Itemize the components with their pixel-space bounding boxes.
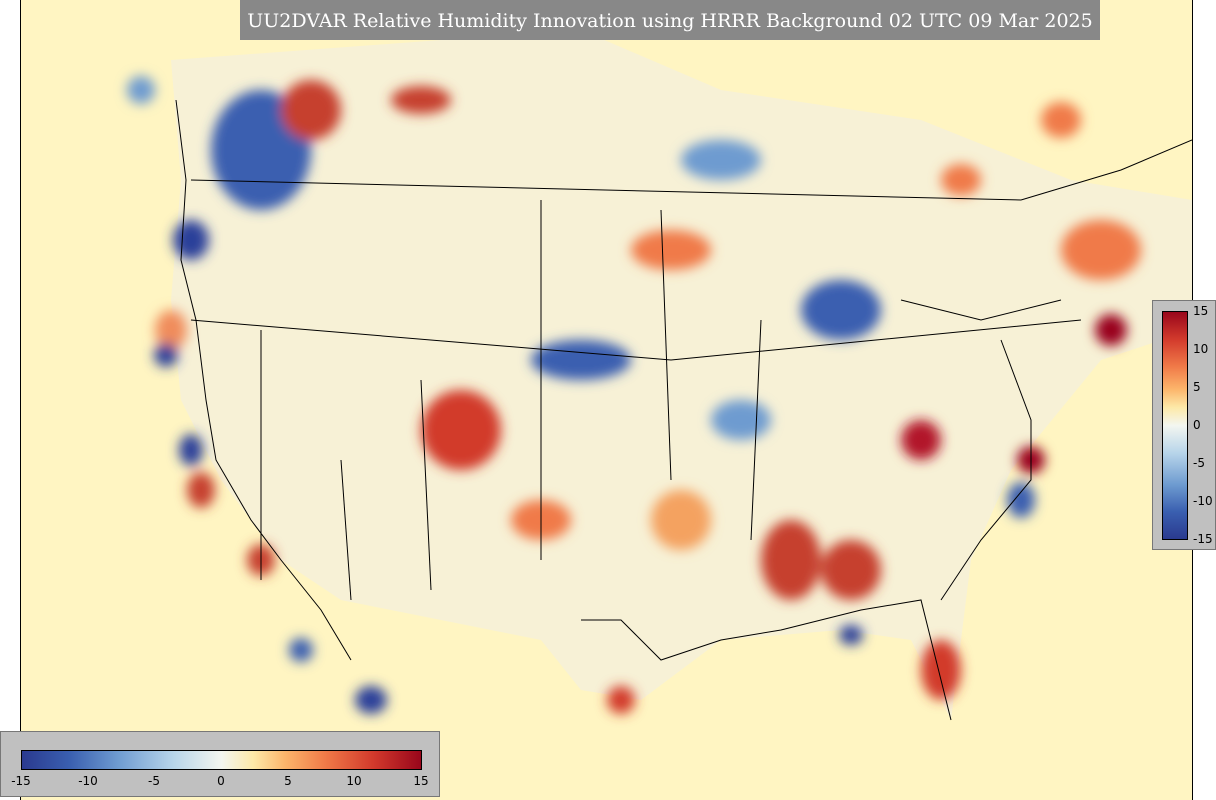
hcb-tick-label: -15: [11, 774, 31, 788]
vcb-tick-label: -10: [1193, 494, 1213, 508]
hcb-tick-label: 0: [217, 774, 225, 788]
vcb-tick-label: -5: [1193, 456, 1205, 470]
hcb-tick-label: -5: [148, 774, 160, 788]
map-area[interactable]: [20, 0, 1193, 800]
vcb-tick-label: 15: [1193, 304, 1209, 318]
rh-innovation-map: [127, 30, 1192, 721]
map-title: UU2DVAR Relative Humidity Innovation usi…: [240, 0, 1100, 40]
horizontal-colorbar-gradient: [21, 750, 422, 770]
map-borders: [175, 99, 1192, 721]
innovation-field: [127, 76, 1141, 714]
vcb-tick-label: 10: [1193, 342, 1209, 356]
hcb-tick-label: 10: [346, 774, 362, 788]
vcb-tick-label: 5: [1193, 380, 1201, 394]
vcb-tick-label: 0: [1193, 418, 1201, 432]
horizontal-colorbar: -15 -10 -5 0 5 10 15: [0, 731, 440, 797]
vertical-colorbar-gradient: [1162, 311, 1188, 540]
vcb-tick-label: -15: [1193, 532, 1213, 546]
hcb-tick-label: 5: [284, 774, 292, 788]
hcb-tick-label: -10: [78, 774, 98, 788]
vertical-colorbar: 15 10 5 0 -5 -10 -15: [1152, 300, 1216, 550]
hcb-tick-label: 15: [413, 774, 429, 788]
land-mass: [171, 30, 1192, 720]
